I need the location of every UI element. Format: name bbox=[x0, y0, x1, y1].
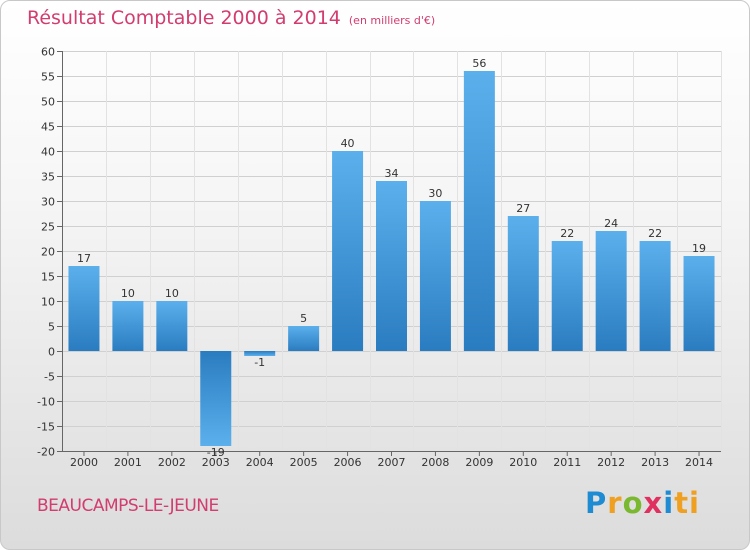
bar-2009 bbox=[463, 71, 495, 351]
bar-2004 bbox=[244, 351, 276, 356]
y-tick-label: 55 bbox=[41, 71, 55, 84]
y-tick-label: 15 bbox=[41, 271, 55, 284]
data-label: 17 bbox=[77, 252, 91, 265]
bar-2000 bbox=[68, 266, 100, 351]
y-tick-label: 50 bbox=[41, 96, 55, 109]
bar-2001 bbox=[112, 301, 144, 351]
data-label: 40 bbox=[341, 137, 355, 150]
data-label: 5 bbox=[300, 312, 307, 325]
x-tick-label: 2007 bbox=[378, 456, 406, 469]
y-tick-label: -5 bbox=[44, 371, 55, 384]
bar-2008 bbox=[419, 201, 451, 351]
data-label: 10 bbox=[121, 287, 135, 300]
data-label: 19 bbox=[692, 242, 706, 255]
brand-letter: o bbox=[622, 486, 644, 520]
data-label: 10 bbox=[165, 287, 179, 300]
x-tick-label: 2008 bbox=[421, 456, 449, 469]
y-tick-label: -10 bbox=[37, 396, 55, 409]
brand-letter: i bbox=[663, 486, 675, 520]
bar-2005 bbox=[288, 326, 320, 351]
chart-title: Résultat Comptable 2000 à 2014 (en millie… bbox=[27, 7, 435, 29]
x-tick-label: 2000 bbox=[70, 456, 98, 469]
data-label: 56 bbox=[472, 57, 486, 70]
data-label: 34 bbox=[385, 167, 399, 180]
x-tick-label: 2011 bbox=[553, 456, 581, 469]
y-tick-label: 35 bbox=[41, 171, 55, 184]
x-tick-label: 2003 bbox=[202, 456, 230, 469]
brand-letter: P bbox=[585, 486, 608, 520]
brand-letter: ti bbox=[674, 486, 700, 520]
bar-2007 bbox=[376, 181, 407, 351]
bar-layer bbox=[68, 71, 715, 446]
bar-2003 bbox=[200, 351, 232, 446]
x-tick-label: 2009 bbox=[465, 456, 493, 469]
x-tick-label: 2004 bbox=[246, 456, 274, 469]
bar-2012 bbox=[595, 231, 627, 351]
bar-2011 bbox=[551, 241, 583, 351]
bar-2002 bbox=[156, 301, 188, 351]
brand-letter: x bbox=[643, 486, 664, 520]
data-label: -19 bbox=[207, 446, 225, 459]
chart-title-text: Résultat Comptable 2000 à 2014 bbox=[27, 7, 341, 29]
y-tick-label: 40 bbox=[41, 146, 55, 159]
data-label: 24 bbox=[604, 217, 618, 230]
data-label: 30 bbox=[428, 187, 442, 200]
y-tick-label: 45 bbox=[41, 121, 55, 134]
data-label: -1 bbox=[254, 356, 265, 369]
x-tick-label: 2014 bbox=[685, 456, 713, 469]
bar-2013 bbox=[639, 241, 671, 351]
proxiti-logo: Proxiti bbox=[585, 486, 700, 520]
y-tick-label: 0 bbox=[48, 346, 55, 359]
x-tick-label: 2001 bbox=[114, 456, 142, 469]
y-tick-label: -15 bbox=[37, 421, 55, 434]
y-tick-label: 10 bbox=[41, 296, 55, 309]
data-label: 27 bbox=[516, 202, 530, 215]
x-tick-label: 2005 bbox=[290, 456, 318, 469]
label-layer: 17 10 10 -19 -1 5 40 34 30 56 27 22 24 22 19 bbox=[77, 57, 706, 459]
y-tick-label: 30 bbox=[41, 196, 55, 209]
x-tick-label: 2002 bbox=[158, 456, 186, 469]
bar-2006 bbox=[332, 151, 364, 351]
y-tick-label: 25 bbox=[41, 221, 55, 234]
x-tick-label: 2013 bbox=[641, 456, 669, 469]
x-tick-label: 2012 bbox=[597, 456, 625, 469]
x-tick-label: 2010 bbox=[509, 456, 537, 469]
data-label: 22 bbox=[560, 227, 574, 240]
x-tick-label: 2006 bbox=[334, 456, 362, 469]
y-tick-label: 60 bbox=[41, 46, 55, 59]
y-tick-label: -20 bbox=[37, 446, 55, 459]
data-label: 22 bbox=[648, 227, 662, 240]
bar-2010 bbox=[507, 216, 539, 351]
commune-name: BEAUCAMPS-LE-JEUNE bbox=[37, 496, 219, 516]
y-tick-label: 5 bbox=[48, 321, 55, 334]
chart-subtitle: (en milliers d'€) bbox=[348, 14, 436, 27]
y-tick-label: 20 bbox=[41, 246, 55, 259]
brand-letter: r bbox=[607, 486, 623, 520]
bar-2014 bbox=[683, 256, 715, 351]
